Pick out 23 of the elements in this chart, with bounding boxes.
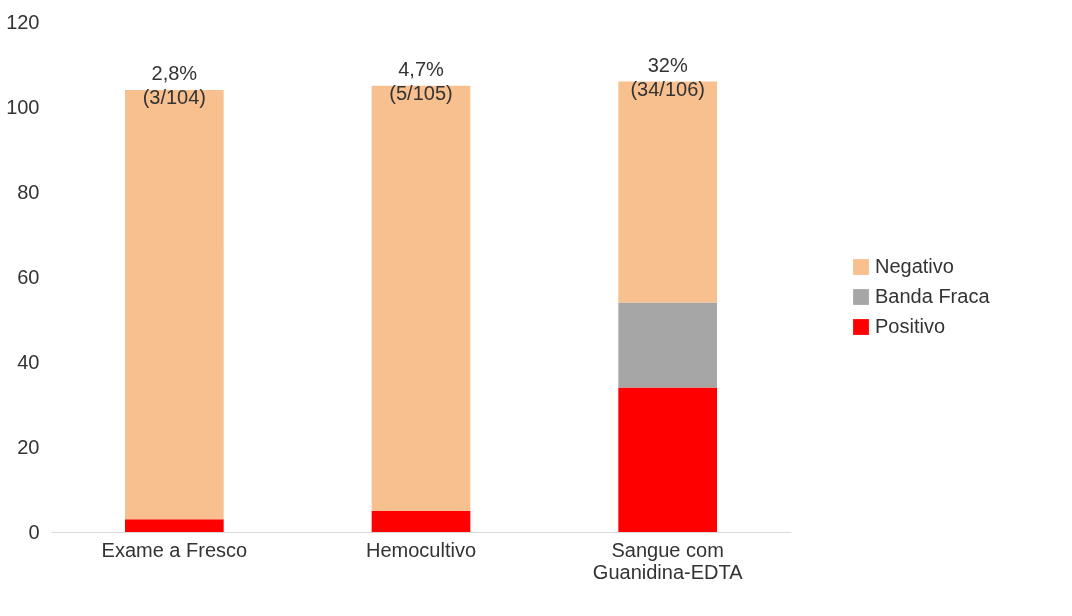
legend-label: Banda Fraca [875,285,991,307]
x-tick-label: Exame a Fresco [101,538,248,561]
bar [618,81,717,303]
x-tick-label: Hemocultivo [365,538,477,561]
y-tick-label: 60 [17,265,40,288]
total-label: 32% (34/106) [630,53,705,100]
total-label: 4,7% (5/105) [389,57,453,104]
bar [618,302,717,388]
y-tick-label: 40 [17,350,40,373]
x-tick-label: Sangue com Guanidina-EDTA [592,538,744,583]
y-tick-label: 100 [6,95,40,118]
y-tick-label: 0 [28,520,40,543]
bar [371,85,471,511]
bar [371,510,471,532]
bar [125,519,224,532]
legend-label: Positivo [875,315,946,337]
bar [125,90,224,520]
bar [618,387,717,532]
total-label: 2,8% (3/104) [142,62,207,108]
y-tick-label: 80 [17,180,40,203]
legend-label: Negativo [875,255,954,277]
y-tick-label: 20 [17,435,40,458]
y-tick-label: 120 [6,10,40,33]
